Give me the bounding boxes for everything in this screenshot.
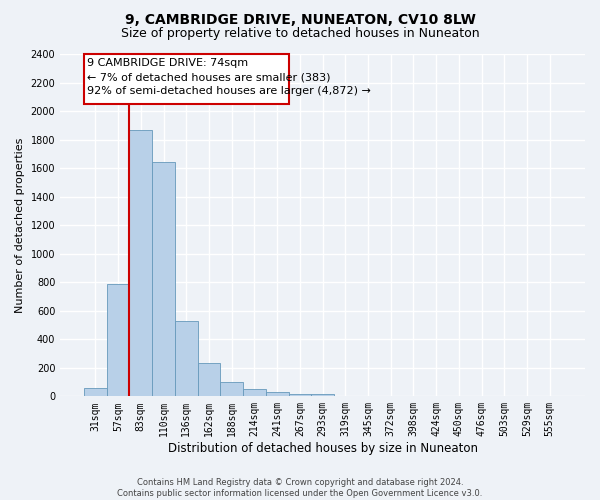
Bar bbox=[84, 388, 107, 396]
Bar bbox=[243, 389, 266, 396]
Bar bbox=[107, 284, 130, 397]
Text: Contains HM Land Registry data © Crown copyright and database right 2024.
Contai: Contains HM Land Registry data © Crown c… bbox=[118, 478, 482, 498]
Bar bbox=[220, 382, 243, 396]
Bar bbox=[266, 392, 289, 396]
Text: 9, CAMBRIDGE DRIVE, NUNEATON, CV10 8LW: 9, CAMBRIDGE DRIVE, NUNEATON, CV10 8LW bbox=[125, 12, 475, 26]
FancyBboxPatch shape bbox=[84, 54, 289, 104]
Bar bbox=[311, 394, 334, 396]
Bar bbox=[197, 363, 220, 396]
Text: Size of property relative to detached houses in Nuneaton: Size of property relative to detached ho… bbox=[121, 28, 479, 40]
Bar bbox=[152, 162, 175, 396]
Y-axis label: Number of detached properties: Number of detached properties bbox=[15, 138, 25, 313]
Bar bbox=[130, 130, 152, 396]
Bar bbox=[175, 320, 197, 396]
Bar bbox=[289, 394, 311, 396]
X-axis label: Distribution of detached houses by size in Nuneaton: Distribution of detached houses by size … bbox=[167, 442, 478, 455]
Text: 9 CAMBRIDGE DRIVE: 74sqm
← 7% of detached houses are smaller (383)
92% of semi-d: 9 CAMBRIDGE DRIVE: 74sqm ← 7% of detache… bbox=[88, 58, 371, 96]
